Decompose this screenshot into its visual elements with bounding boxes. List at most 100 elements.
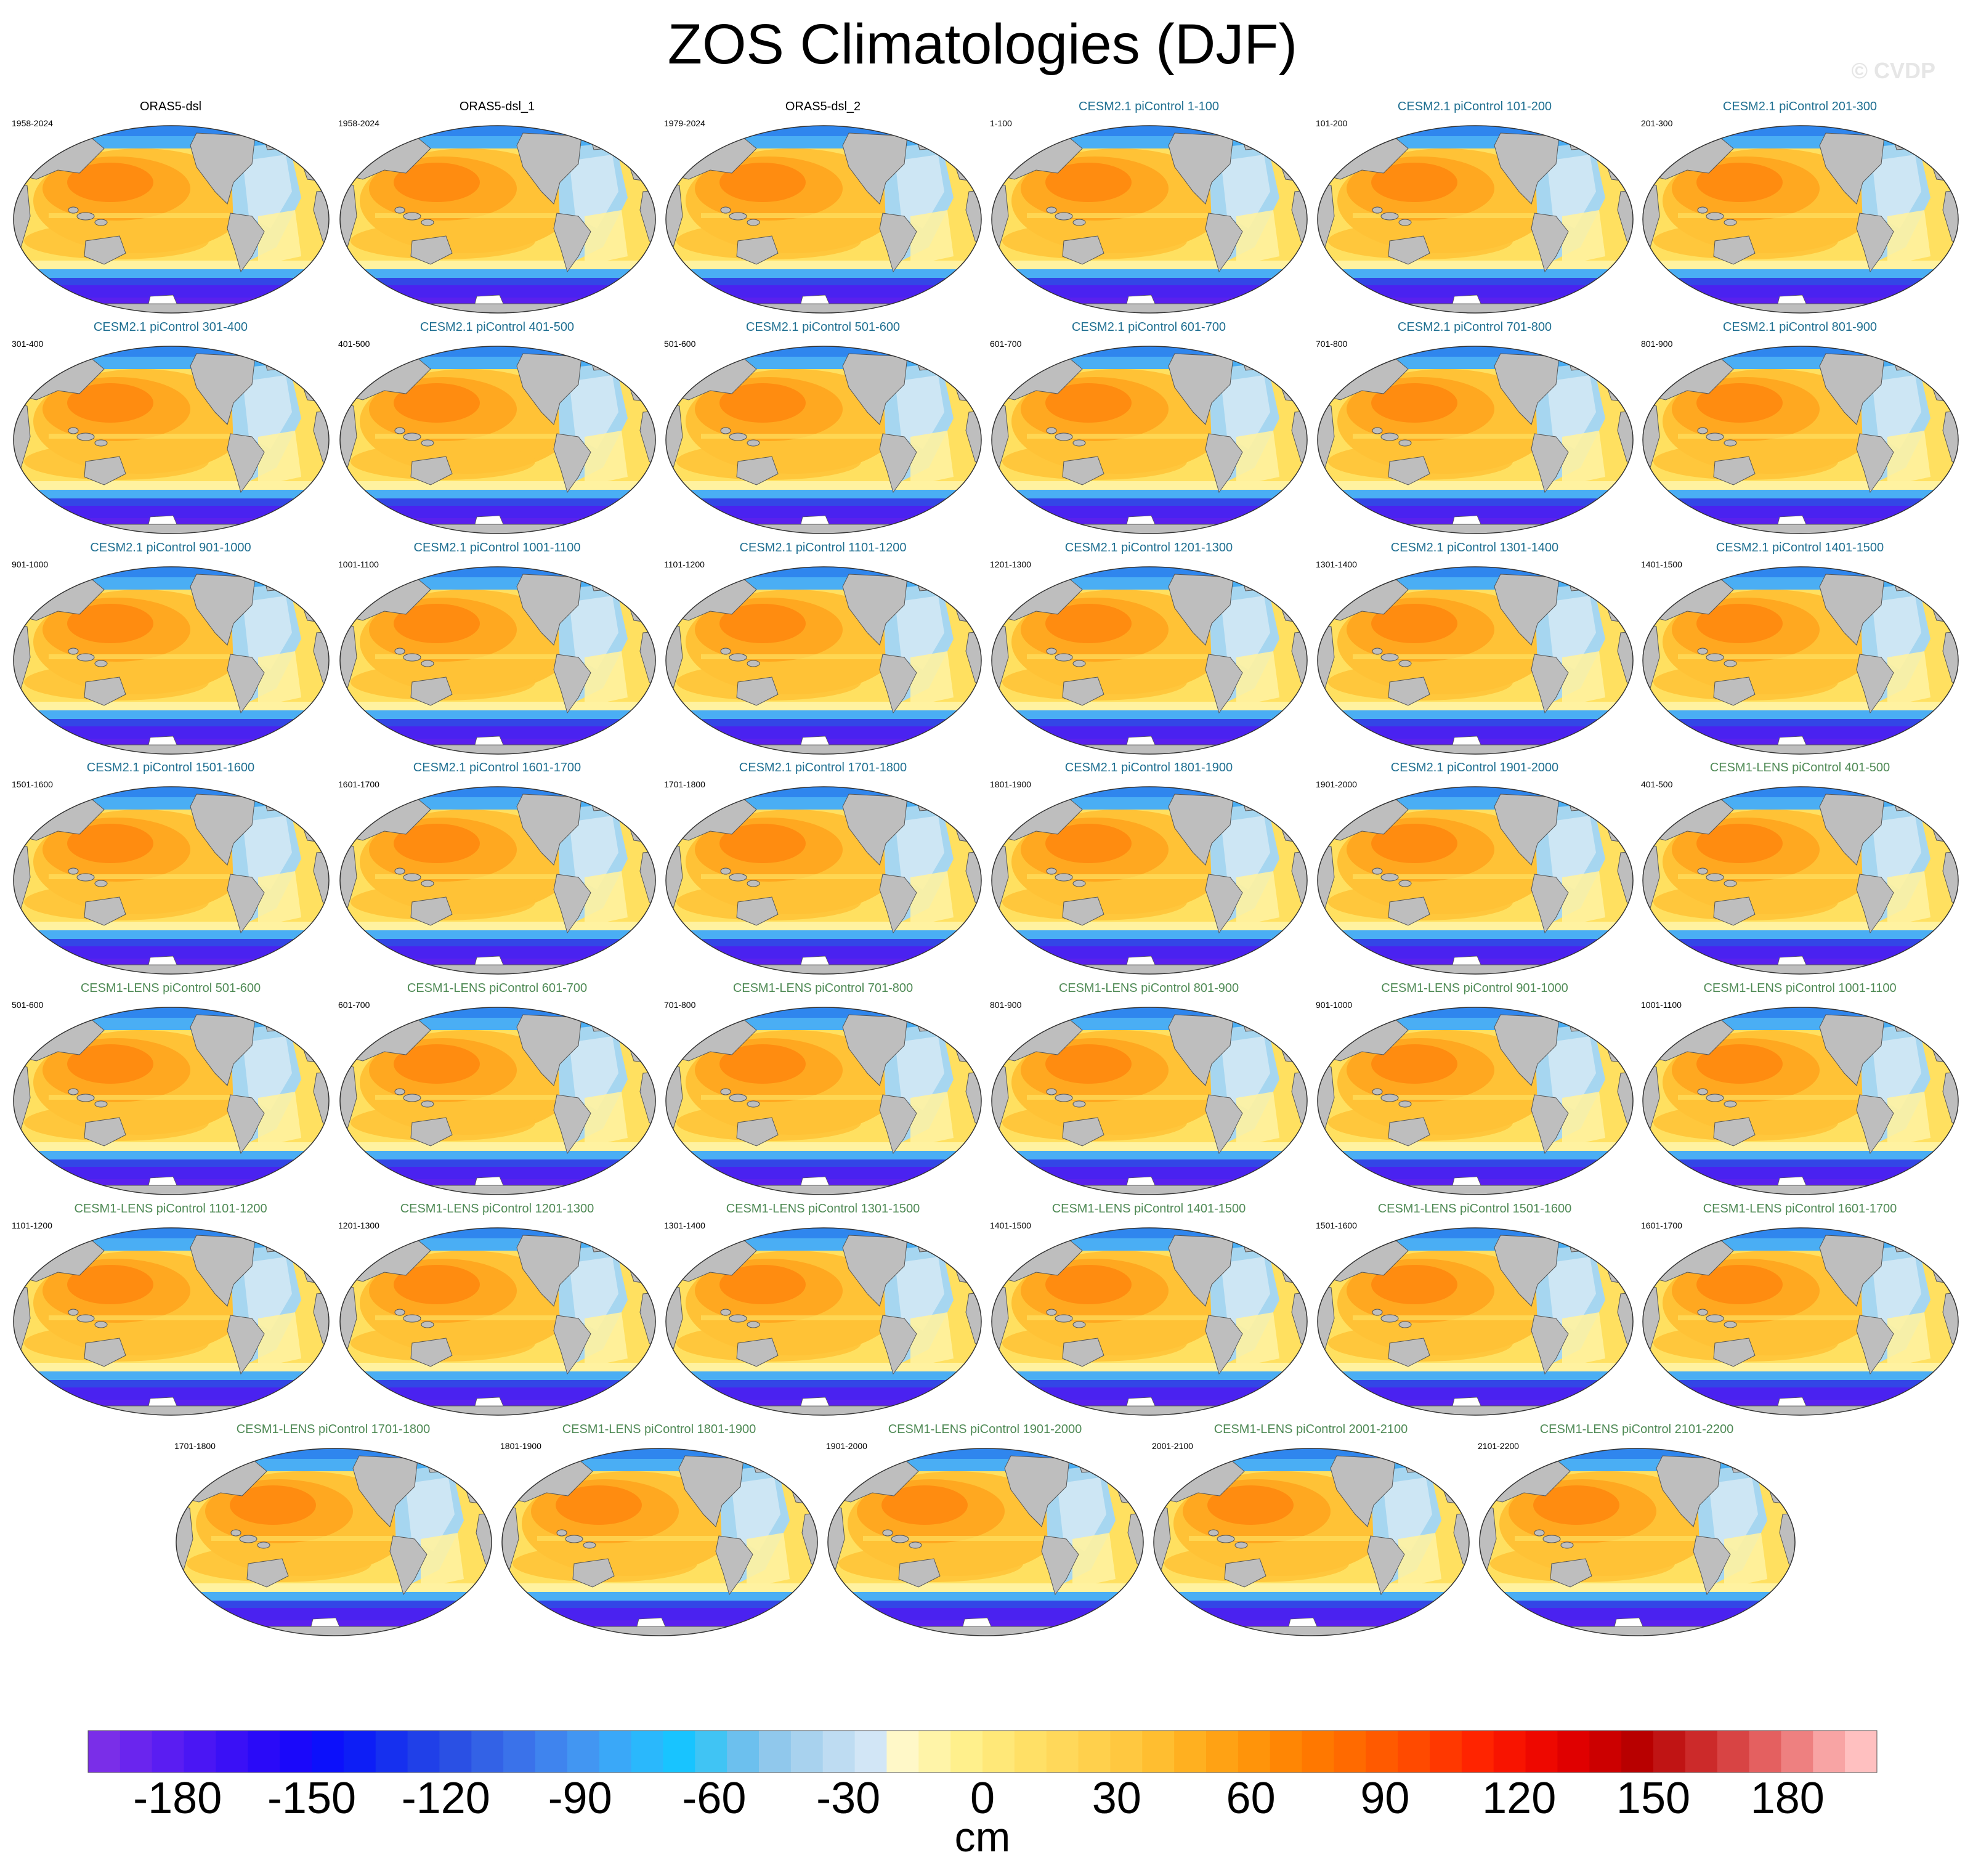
- map-panel: CESM1-LENS piControl 601-700 601-700: [334, 980, 660, 1198]
- panel-years: 1301-1400: [1316, 559, 1357, 569]
- zos-map: [339, 346, 656, 534]
- map-frame: [991, 786, 1308, 975]
- land-north-america: [1494, 132, 1560, 205]
- panel-years: 1401-1500: [990, 1220, 1031, 1230]
- zos-map: [665, 125, 982, 314]
- land-south-america: [553, 874, 591, 934]
- southern-ocean-band: [1318, 719, 1633, 728]
- land-south-america: [1205, 874, 1243, 934]
- map-frame: [991, 125, 1308, 314]
- subpolar-band: [666, 1363, 981, 1374]
- southern-ocean-band: [176, 1601, 492, 1609]
- colorbar-tick-labels: -180 -150 -120 -90 -60 -30 0 30 60 90 120 150 180: [133, 1774, 1825, 1823]
- panel-years: 1601-1700: [338, 779, 379, 789]
- land-australia: [1388, 456, 1430, 485]
- map-panel: CESM2.1 piControl 801-900 801-900: [1637, 319, 1963, 537]
- land-australia: [84, 676, 126, 706]
- panel-years: 801-900: [990, 1000, 1022, 1010]
- panel-title: CESM1-LENS piControl 1401-1500: [1051, 1202, 1246, 1216]
- panel-title: CESM2.1 piControl 1601-1700: [413, 761, 581, 774]
- colorbar-swatch: [631, 1731, 663, 1772]
- map-panel: CESM2.1 piControl 1501-1600 1501-1600: [8, 759, 333, 978]
- land-north-america: [1494, 794, 1560, 866]
- land-south-america: [1856, 433, 1894, 493]
- land-south-america: [1367, 1535, 1405, 1596]
- southern-ocean-band: [14, 1159, 329, 1168]
- colorbar-swatch: [1749, 1731, 1781, 1772]
- panel-years: 201-300: [1641, 118, 1673, 128]
- zos-map: [1317, 125, 1634, 314]
- panel-years: 1501-1600: [12, 779, 53, 789]
- map-panel: CESM1-LENS piControl 1201-1300 1201-1300: [334, 1200, 660, 1419]
- land-south-america: [227, 654, 265, 714]
- panel-title: CESM2.1 piControl 1701-1800: [739, 761, 907, 774]
- southern-ocean-band: [340, 1380, 655, 1389]
- colorbar-tick-label: -90: [548, 1774, 612, 1823]
- panel-title: CESM2.1 piControl 101-200: [1397, 100, 1552, 113]
- land-australia: [246, 1558, 289, 1588]
- map-frame: [1317, 125, 1634, 314]
- panel-years: 1801-1900: [500, 1441, 541, 1451]
- colorbar-swatches: [87, 1730, 1878, 1773]
- map-panel: CESM1-LENS piControl 1001-1100 1001-1100: [1637, 980, 1963, 1198]
- subpolar-band: [176, 1583, 492, 1594]
- panel-title: CESM1-LENS piControl 1301-1500: [726, 1202, 920, 1216]
- subpolar-band: [1318, 702, 1633, 713]
- subpolar-band: [340, 702, 655, 713]
- map-panel: CESM1-LENS piControl 901-1000 901-1000: [1312, 980, 1637, 1198]
- map-frame: [13, 1007, 330, 1195]
- southern-ocean-band: [1643, 498, 1958, 507]
- watermark: © CVDP: [1851, 58, 1935, 83]
- zos-map: [13, 346, 330, 534]
- panel-title: CESM2.1 piControl 301-400: [93, 320, 248, 334]
- land-north-america: [842, 353, 908, 425]
- map-frame: [991, 1007, 1308, 1195]
- map-panel: CESM2.1 piControl 1801-1900 1801-1900: [986, 759, 1311, 978]
- panel-years: 1201-1300: [990, 559, 1031, 569]
- zos-map: [339, 125, 656, 314]
- southern-ocean-band: [828, 1601, 1143, 1609]
- zos-map: [665, 1007, 982, 1195]
- southern-ocean-band: [14, 719, 329, 728]
- colorbar-swatch: [535, 1731, 568, 1772]
- land-south-america: [879, 213, 917, 273]
- map-panel: CESM1-LENS piControl 1701-1800 1701-1800: [171, 1421, 496, 1639]
- land-south-america: [1531, 1094, 1569, 1155]
- land-north-america: [1168, 353, 1234, 425]
- subpolar-band: [1643, 261, 1958, 272]
- zos-map: [991, 786, 1308, 975]
- map-panel: CESM1-LENS piControl 401-500 401-500: [1637, 759, 1963, 978]
- southern-ocean-band: [992, 939, 1307, 948]
- land-north-america: [190, 132, 256, 205]
- panel-years: 1001-1100: [338, 559, 379, 569]
- land-australia: [410, 1338, 453, 1367]
- zos-map: [1317, 566, 1634, 755]
- panel-title: CESM2.1 piControl 901-1000: [90, 541, 251, 554]
- land-north-america: [1819, 1014, 1885, 1086]
- land-south-america: [1531, 433, 1569, 493]
- land-australia: [84, 456, 126, 485]
- southern-ocean-band: [1643, 719, 1958, 728]
- map-panel: CESM1-LENS piControl 701-800 701-800: [660, 980, 986, 1198]
- land-south-america: [879, 1315, 917, 1375]
- colorbar-tick-label: -120: [402, 1774, 490, 1823]
- panel-years: 601-700: [338, 1000, 370, 1010]
- map-panel: CESM2.1 piControl 501-600 501-600: [660, 319, 986, 537]
- subpolar-band: [992, 922, 1307, 933]
- zos-map: [665, 566, 982, 755]
- southern-ocean-band: [340, 1159, 655, 1168]
- land-south-america: [1856, 1315, 1894, 1375]
- colorbar-swatch: [1845, 1731, 1878, 1772]
- colorbar-swatch: [1493, 1731, 1526, 1772]
- panel-years: 501-600: [12, 1000, 44, 1010]
- zos-map: [665, 786, 982, 975]
- land-south-america: [1531, 874, 1569, 934]
- zos-map: [1317, 1007, 1634, 1195]
- panel-title: CESM1-LENS piControl 501-600: [80, 981, 261, 995]
- land-australia: [736, 676, 779, 706]
- zos-map: [1153, 1448, 1470, 1636]
- land-north-america: [516, 1235, 582, 1307]
- land-south-america: [1856, 654, 1894, 714]
- southern-ocean-band: [1154, 1601, 1469, 1609]
- map-panel: ORAS5-dsl_1 1958-2024: [334, 98, 660, 317]
